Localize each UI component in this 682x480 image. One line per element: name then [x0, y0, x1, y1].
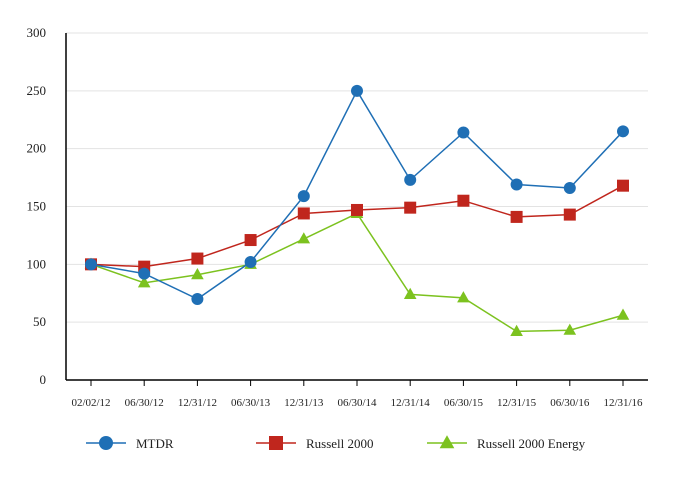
- x-tick-label: 02/02/12: [71, 397, 110, 409]
- axes: 0 50 100 150 200 250 300 02/02/12 06/30/12 12/31/…: [27, 25, 648, 409]
- y-tick-label: 250: [27, 83, 47, 98]
- data-point-russell-2000-energy: [297, 232, 311, 244]
- legend: MTDR Russell 2000 Russell 2000 Energy: [86, 435, 586, 451]
- data-point-mtdr: [404, 173, 417, 186]
- x-tick-label: 12/31/15: [497, 397, 537, 409]
- data-point-mtdr: [457, 126, 470, 139]
- y-tick-label: 50: [33, 314, 46, 329]
- data-point-mtdr: [617, 125, 629, 138]
- data-point-russell-2000: [404, 201, 417, 214]
- x-tick-label: 06/30/14: [337, 397, 377, 409]
- data-point-mtdr: [138, 267, 151, 280]
- data-point-russell-2000-energy: [403, 287, 417, 299]
- data-point-mtdr: [297, 190, 310, 203]
- legend-label-russell-2000: Russell 2000: [306, 436, 374, 451]
- data-point-mtdr: [563, 181, 576, 194]
- data-point-russell-2000-energy: [510, 324, 523, 336]
- data-point-mtdr: [510, 178, 523, 191]
- y-tick-label: 200: [27, 141, 47, 156]
- data-point-russell-2000-energy: [137, 276, 151, 288]
- data-point-russell-2000: [457, 194, 470, 207]
- x-tick-label: 06/30/12: [125, 397, 164, 409]
- series-russell-2000-energy: [84, 206, 630, 336]
- data-point-russell-2000-energy: [563, 323, 577, 335]
- x-tick-label: 12/31/16: [603, 397, 643, 409]
- data-point-mtdr: [244, 256, 257, 269]
- y-tick-label: 150: [27, 199, 47, 214]
- data-point-russell-2000: [297, 207, 310, 220]
- x-tick-label: 12/31/13: [284, 397, 324, 409]
- series-line-mtdr: [90, 89, 624, 300]
- x-tick-label: 06/30/16: [550, 397, 590, 409]
- data-point-russell-2000-energy: [191, 268, 204, 280]
- x-tick-label: 06/30/15: [444, 397, 484, 409]
- data-point-russell-2000-energy: [457, 291, 470, 303]
- legend-marker-russell-2000-energy: [439, 435, 455, 449]
- data-point-russell-2000: [244, 234, 257, 247]
- data-point-russell-2000: [351, 203, 363, 216]
- legend-marker-russell-2000: [269, 436, 283, 450]
- data-point-russell-2000: [510, 210, 523, 223]
- data-point-russell-2000: [191, 252, 204, 265]
- x-tick-label: 06/30/13: [231, 397, 271, 409]
- legend-label-russell-2000-energy: Russell 2000 Energy: [477, 436, 586, 451]
- data-point-mtdr: [351, 84, 363, 97]
- series-line-russell-2000-energy: [90, 212, 624, 333]
- y-tick-label: 300: [27, 25, 47, 40]
- legend-label-mtdr: MTDR: [136, 436, 174, 451]
- grid-lines: [66, 32, 648, 323]
- series-russell-2000: [85, 179, 629, 273]
- data-point-russell-2000-energy: [616, 308, 630, 320]
- y-tick-label: 0: [40, 372, 47, 387]
- data-point-mtdr: [191, 293, 204, 306]
- legend-marker-mtdr: [99, 436, 113, 450]
- x-tick-label: 12/31/14: [391, 397, 431, 409]
- x-tick-label: 12/31/12: [178, 397, 217, 409]
- series-mtdr: [85, 84, 629, 306]
- series-line-russell-2000: [90, 185, 624, 268]
- data-point-russell-2000: [617, 179, 629, 192]
- legend-item-russell-2000: Russell 2000: [256, 436, 374, 451]
- data-point-mtdr: [85, 258, 97, 271]
- series-lines: [84, 84, 630, 336]
- data-point-russell-2000: [563, 208, 576, 221]
- legend-item-russell-2000-energy: Russell 2000 Energy: [427, 435, 586, 451]
- legend-item-mtdr: MTDR: [86, 436, 174, 451]
- y-tick-label: 100: [27, 256, 47, 271]
